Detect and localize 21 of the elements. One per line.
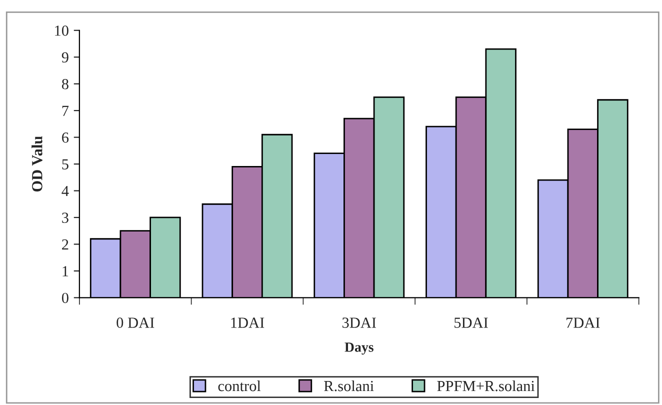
legend-label: control — [218, 380, 261, 392]
x-tick-label: 1DAI — [231, 318, 264, 328]
y-tick-label: 9 — [62, 52, 68, 63]
x-tick-label: 0 DAI — [116, 318, 154, 328]
legend-label: PPFM+R.solani — [437, 380, 535, 392]
y-tick-label: 0 — [62, 292, 68, 304]
y-tick-label: 3 — [62, 212, 68, 223]
y-tick-label: 4 — [62, 186, 69, 196]
x-tick-label: 3DAI — [342, 318, 376, 328]
y-tick-label: 5 — [62, 159, 68, 170]
y-tick-label: 6 — [62, 132, 69, 143]
y-tick-label: 2 — [62, 239, 68, 250]
y-tick-label: 1 — [62, 266, 68, 276]
x-tick-label: 7DAI — [566, 318, 600, 328]
x-axis-title: Days — [344, 342, 374, 355]
y-axis-title: OD Valu — [32, 136, 42, 192]
y-tick-label: 8 — [62, 78, 68, 90]
legend-label: R.solani — [324, 380, 374, 392]
y-tick-label: 10 — [55, 26, 68, 36]
x-tick-label: 5DAI — [454, 318, 488, 328]
y-tick-label: 7 — [62, 106, 69, 116]
